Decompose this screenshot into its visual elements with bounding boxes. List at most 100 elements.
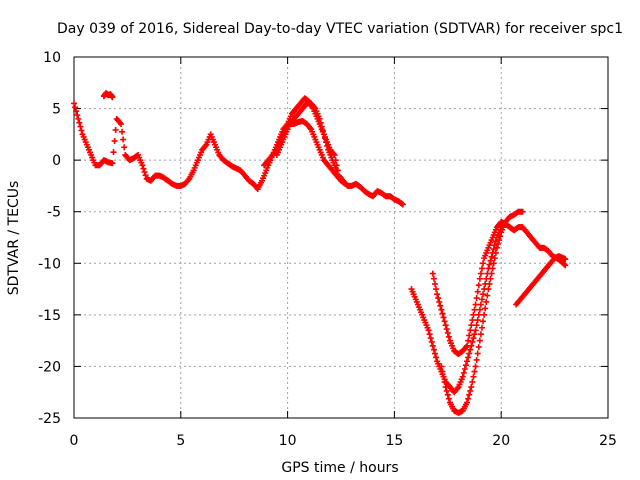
data-point bbox=[119, 128, 126, 135]
data-point bbox=[333, 167, 340, 174]
data-point bbox=[140, 165, 147, 172]
data-point bbox=[491, 255, 498, 262]
data-point bbox=[475, 311, 482, 318]
plot-frame bbox=[73, 56, 609, 419]
data-point bbox=[474, 350, 481, 357]
data-point bbox=[492, 249, 499, 256]
data-point bbox=[562, 256, 569, 263]
data-point bbox=[468, 384, 475, 391]
data-point bbox=[490, 260, 497, 267]
data-point bbox=[474, 317, 481, 324]
data-point bbox=[445, 395, 452, 402]
data-point bbox=[467, 387, 474, 394]
data-point bbox=[467, 327, 474, 334]
x-tick-label: 10 bbox=[279, 433, 297, 449]
y-axis-label: SDTVAR / TECUs bbox=[6, 181, 22, 296]
data-point bbox=[399, 201, 406, 208]
data-point bbox=[496, 237, 503, 244]
data-point bbox=[141, 169, 148, 176]
data-point bbox=[142, 172, 149, 179]
data-point bbox=[465, 354, 472, 361]
data-point bbox=[466, 350, 473, 357]
y-tick-label: 5 bbox=[52, 102, 61, 118]
data-point bbox=[437, 302, 444, 309]
data-point bbox=[470, 373, 477, 380]
data-point bbox=[477, 301, 484, 308]
data-point bbox=[323, 139, 330, 146]
axis-ticks: 0 5 10 15 20 25 -25 -20 -15 -10 -5 0 5 10 bbox=[38, 50, 617, 449]
data-point bbox=[473, 295, 480, 302]
data-point bbox=[478, 296, 485, 303]
data-point bbox=[72, 104, 79, 111]
y-tick-label: -5 bbox=[47, 205, 61, 221]
data-point bbox=[494, 240, 501, 247]
x-axis-label: GPS time / hours bbox=[281, 460, 398, 476]
data-point bbox=[319, 127, 326, 134]
data-point bbox=[109, 94, 116, 101]
data-point bbox=[121, 144, 128, 151]
data-point bbox=[464, 342, 471, 349]
data-point bbox=[486, 280, 493, 287]
data-point bbox=[470, 311, 477, 318]
data-point bbox=[441, 318, 448, 325]
data-point bbox=[75, 115, 82, 122]
data-point bbox=[431, 350, 438, 357]
data-point bbox=[477, 331, 484, 338]
data-point bbox=[483, 298, 490, 305]
data-point bbox=[468, 322, 475, 329]
data-point bbox=[472, 363, 479, 370]
data-point bbox=[466, 391, 473, 398]
data-point bbox=[472, 301, 479, 308]
data-point bbox=[442, 322, 449, 329]
data-point bbox=[443, 326, 450, 333]
y-tick-label: -10 bbox=[38, 256, 61, 272]
data-point bbox=[441, 378, 448, 385]
data-point bbox=[519, 208, 526, 215]
data-point bbox=[486, 261, 493, 268]
data-point bbox=[117, 121, 124, 128]
y-tick-label: -15 bbox=[38, 308, 61, 324]
data-point bbox=[442, 384, 449, 391]
data-point bbox=[109, 160, 116, 167]
data-point bbox=[497, 233, 504, 240]
data-point bbox=[425, 327, 432, 334]
x-tick-label: 0 bbox=[70, 433, 79, 449]
data-point bbox=[477, 270, 484, 277]
data-point bbox=[76, 119, 83, 126]
data-point bbox=[480, 291, 487, 298]
data-point bbox=[429, 270, 436, 277]
data-point bbox=[316, 115, 323, 122]
data-point bbox=[111, 138, 118, 145]
data-point bbox=[428, 338, 435, 345]
data-point bbox=[473, 356, 480, 363]
data-point bbox=[438, 363, 445, 370]
data-point bbox=[443, 387, 450, 394]
data-point bbox=[429, 342, 436, 349]
data-point bbox=[482, 305, 489, 312]
data-point bbox=[465, 395, 472, 402]
data-point bbox=[440, 314, 447, 321]
data-point bbox=[464, 358, 471, 365]
data-point bbox=[475, 344, 482, 351]
data-point bbox=[481, 311, 488, 318]
data-point bbox=[433, 286, 440, 293]
data-point bbox=[471, 331, 478, 338]
data-point bbox=[112, 126, 119, 133]
data-point bbox=[439, 368, 446, 375]
data-point bbox=[478, 324, 485, 331]
data-point bbox=[467, 346, 474, 353]
data-point bbox=[466, 332, 473, 339]
data-point bbox=[502, 219, 509, 226]
data-point bbox=[71, 100, 77, 107]
data-point bbox=[487, 275, 494, 282]
data-point bbox=[318, 123, 325, 130]
x-tick-label: 15 bbox=[385, 433, 403, 449]
data-point bbox=[426, 331, 433, 338]
data-point bbox=[469, 317, 476, 324]
data-point bbox=[321, 135, 328, 142]
data-point bbox=[480, 260, 487, 267]
data-point bbox=[471, 306, 478, 313]
data-point bbox=[462, 362, 469, 369]
data-point bbox=[484, 292, 491, 299]
